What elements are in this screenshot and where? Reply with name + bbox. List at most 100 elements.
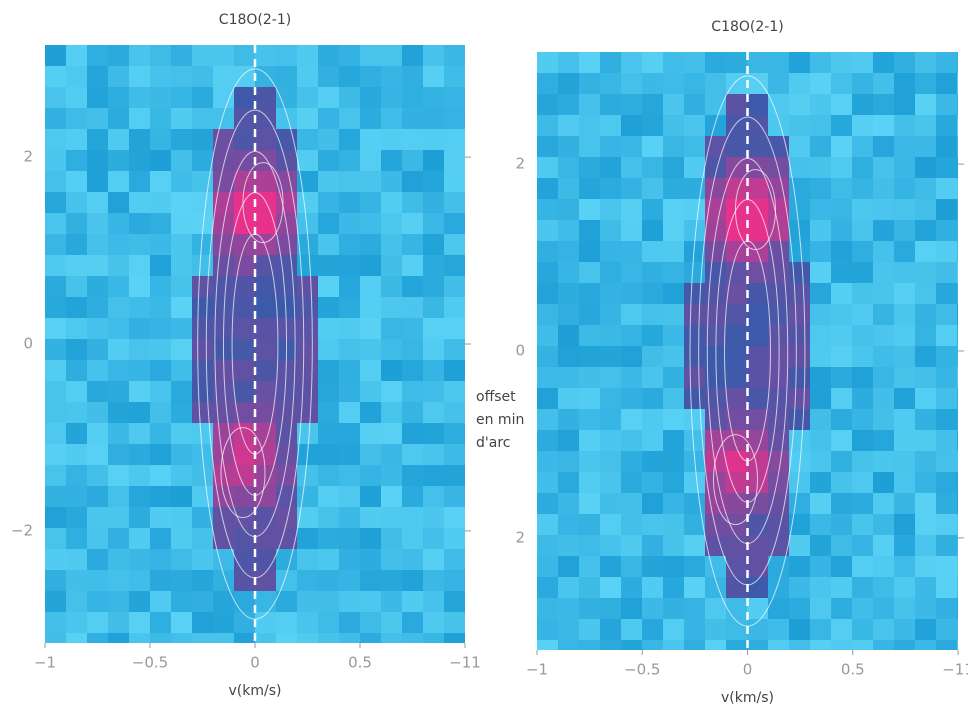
map-cell	[579, 430, 600, 451]
map-cell	[360, 171, 381, 192]
map-cell	[621, 493, 642, 514]
map-cell	[402, 402, 423, 423]
map-cell	[936, 388, 957, 409]
map-cell	[276, 234, 297, 255]
map-cell	[915, 451, 936, 472]
map-cell	[402, 465, 423, 486]
map-cell	[579, 451, 600, 472]
map-cell	[192, 129, 213, 150]
map-cell	[600, 199, 621, 220]
map-cell	[621, 619, 642, 640]
map-cell	[894, 220, 915, 241]
map-cell	[894, 199, 915, 220]
map-cell	[444, 528, 465, 549]
map-cell	[150, 570, 171, 591]
contour	[242, 162, 284, 244]
map-cell	[171, 339, 192, 360]
map-cell	[66, 276, 87, 297]
map-cell	[381, 129, 402, 150]
map-cell	[726, 178, 747, 199]
map-cell	[579, 52, 600, 73]
map-cell	[339, 570, 360, 591]
map-cell	[402, 549, 423, 570]
contour	[713, 434, 758, 526]
map-cell	[663, 262, 684, 283]
map-cell	[129, 318, 150, 339]
map-cell	[192, 297, 213, 318]
map-cell	[768, 157, 789, 178]
map-cell	[936, 220, 957, 241]
map-cell	[852, 325, 873, 346]
contour	[220, 427, 266, 519]
map-cell	[537, 136, 558, 157]
map-cell	[255, 528, 276, 549]
map-cell	[936, 325, 957, 346]
map-cell	[108, 423, 129, 444]
map-cell	[831, 535, 852, 556]
map-cell	[558, 304, 579, 325]
map-cell	[339, 465, 360, 486]
map-cell	[621, 556, 642, 577]
map-cell	[423, 633, 444, 643]
map-cell	[297, 360, 318, 381]
map-cell	[663, 304, 684, 325]
map-cell	[192, 528, 213, 549]
map-cell	[642, 94, 663, 115]
map-cell	[579, 304, 600, 325]
map-cell	[537, 472, 558, 493]
map-cell	[318, 507, 339, 528]
map-cell	[537, 94, 558, 115]
map-cell	[579, 472, 600, 493]
map-cell	[789, 472, 810, 493]
map-cell	[789, 199, 810, 220]
map-cell	[537, 388, 558, 409]
map-cell	[423, 129, 444, 150]
map-cell	[894, 598, 915, 619]
map-cell	[579, 220, 600, 241]
map-cell	[444, 465, 465, 486]
map-cell	[621, 199, 642, 220]
map-cell	[873, 577, 894, 598]
map-cell	[873, 199, 894, 220]
map-cell	[66, 297, 87, 318]
map-cell	[537, 451, 558, 472]
map-cell	[339, 213, 360, 234]
map-cell	[276, 633, 297, 643]
map-cell	[66, 255, 87, 276]
map-cell	[621, 241, 642, 262]
map-cell	[768, 472, 789, 493]
map-cell	[45, 402, 66, 423]
map-cell	[444, 171, 465, 192]
map-cell	[915, 640, 936, 650]
map-cell	[726, 157, 747, 178]
map-cell	[444, 213, 465, 234]
map-cell	[108, 108, 129, 129]
map-cell	[600, 178, 621, 199]
map-cell	[381, 402, 402, 423]
map-cell	[831, 493, 852, 514]
map-cell	[213, 549, 234, 570]
map-cell	[915, 220, 936, 241]
map-cell	[360, 423, 381, 444]
map-cell	[150, 507, 171, 528]
map-cell	[810, 94, 831, 115]
map-cell	[831, 472, 852, 493]
map-cell	[915, 178, 936, 199]
map-cell	[936, 283, 957, 304]
map-cell	[339, 45, 360, 66]
map-cell	[87, 108, 108, 129]
map-cell	[810, 157, 831, 178]
map-cell	[360, 339, 381, 360]
map-cell	[936, 52, 957, 73]
map-cell	[915, 199, 936, 220]
map-cell	[747, 388, 768, 409]
map-cell	[444, 192, 465, 213]
map-cell	[129, 381, 150, 402]
map-cell	[537, 577, 558, 598]
map-cell	[621, 577, 642, 598]
map-cell	[318, 45, 339, 66]
map-cell	[171, 486, 192, 507]
map-cell	[129, 549, 150, 570]
map-cell	[66, 108, 87, 129]
map-cell	[600, 388, 621, 409]
